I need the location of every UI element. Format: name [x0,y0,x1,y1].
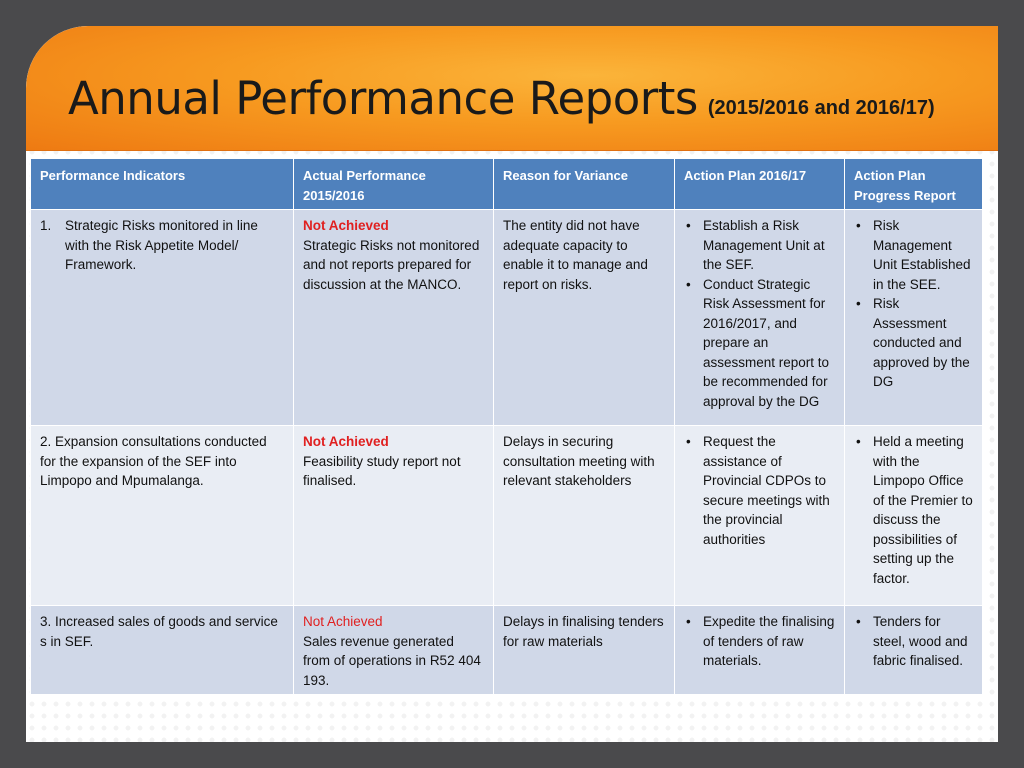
header-action-plan: Action Plan 2016/17 [674,158,845,210]
list-item: Held a meeting with the Limpopo Office o… [856,432,973,588]
indicator-cell: 3. Increased sales of goods and service … [30,605,294,695]
actual-cell: Not Achieved Strategic Risks not monitor… [293,209,494,426]
actual-text: Feasibility study report not finalised. [303,453,461,489]
list-item: Expedite the finalising of tenders of ra… [686,612,835,671]
table-header-row: Performance Indicators Actual Performanc… [30,158,983,210]
header-actual-performance: Actual Performance 2015/2016 [293,158,494,210]
actual-text: Strategic Risks not monitored and not re… [303,237,480,292]
progress-cell: Tenders for steel, wood and fabric final… [844,605,983,695]
title-period: (2015/2016 and 2016/17) [707,97,935,119]
table-row: 2. Expansion consultations conducted for… [30,425,983,606]
action-plan-cell: Establish a Risk Management Unit at the … [674,209,845,426]
reason-cell: The entity did not have adequate capacit… [493,209,675,426]
list-item: Conduct Strategic Risk Assessment for 20… [686,275,835,412]
status-label: Not Achieved [303,434,389,449]
status-label: Not Achieved [303,614,383,629]
performance-table: Performance Indicators Actual Performanc… [30,158,983,695]
progress-cell: Held a meeting with the Limpopo Office o… [844,425,983,606]
actual-cell: Not Achieved Sales revenue generated fro… [293,605,494,695]
indicator-text: Strategic Risks monitored in line with t… [65,218,258,272]
title-banner: Annual Performance Reports (2015/2016 and… [26,26,998,151]
list-item: Risk Assessment conducted and approved b… [856,294,973,392]
table-row: 3. Increased sales of goods and service … [30,605,983,695]
header-performance-indicators: Performance Indicators [30,158,294,210]
progress-cell: Risk Management Unit Established in the … [844,209,983,426]
slide-title: Annual Performance Reports (2015/2016 and… [68,72,935,125]
reason-cell: Delays in finalising tenders for raw mat… [493,605,675,695]
reason-cell: Delays in securing consultation meeting … [493,425,675,606]
actual-text: Sales revenue generated from of operatio… [303,633,481,688]
table-row: 1. Strategic Risks monitored in line wit… [30,209,983,426]
indicator-number: 1. [40,218,52,233]
list-item: Tenders for steel, wood and fabric final… [856,612,973,671]
actual-cell: Not Achieved Feasibility study report no… [293,425,494,606]
slide: Annual Performance Reports (2015/2016 and… [26,26,998,742]
indicator-cell: 2. Expansion consultations conducted for… [30,425,294,606]
action-plan-cell: Expedite the finalising of tenders of ra… [674,605,845,695]
header-progress-report: Action Plan Progress Report [844,158,983,210]
indicator-cell: 1. Strategic Risks monitored in line wit… [30,209,294,426]
status-label: Not Achieved [303,218,389,233]
list-item: Risk Management Unit Established in the … [856,216,973,294]
title-main: Annual Performance Reports [68,72,698,125]
header-reason-for-variance: Reason for Variance [493,158,675,210]
list-item: Establish a Risk Management Unit at the … [686,216,835,275]
list-item: Request the assistance of Provincial CDP… [686,432,835,549]
action-plan-cell: Request the assistance of Provincial CDP… [674,425,845,606]
